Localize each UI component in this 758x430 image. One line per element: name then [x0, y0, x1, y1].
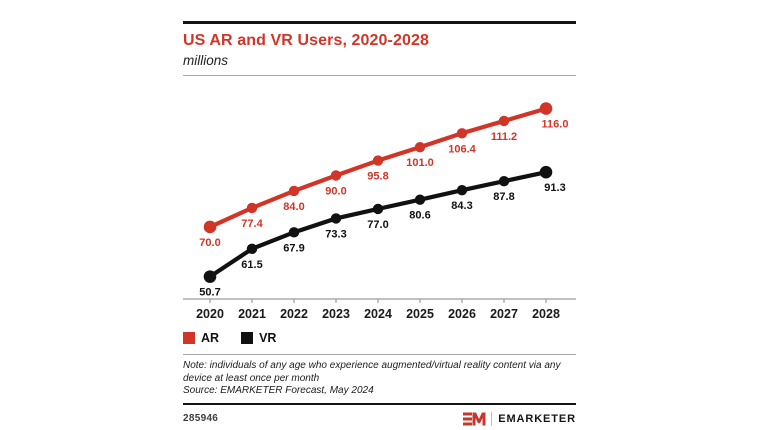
svg-text:2025: 2025	[406, 307, 434, 321]
svg-text:91.3: 91.3	[544, 183, 565, 195]
svg-text:50.7: 50.7	[199, 287, 220, 299]
svg-text:101.0: 101.0	[406, 158, 434, 170]
emarketer-logo: EMARKETER	[463, 411, 576, 426]
svg-text:77.4: 77.4	[241, 218, 263, 230]
header-divider	[183, 75, 576, 77]
svg-text:87.8: 87.8	[493, 192, 514, 204]
svg-text:67.9: 67.9	[283, 243, 304, 255]
vr-series-swatch	[241, 332, 254, 345]
chart-card: US AR and VR Users, 2020-2028 millions 2…	[183, 21, 576, 426]
svg-text:2028: 2028	[532, 307, 560, 321]
brand-name: EMARKETER	[498, 412, 576, 425]
svg-text:106.4: 106.4	[448, 144, 476, 156]
svg-text:2022: 2022	[280, 307, 308, 321]
footer: 285946 EMARKETER	[183, 411, 576, 426]
vr-series-label: VR	[259, 331, 277, 346]
svg-text:2023: 2023	[322, 307, 350, 321]
footer-divider	[183, 402, 576, 405]
svg-text:95.8: 95.8	[367, 171, 388, 183]
chart-subtitle: millions	[183, 53, 229, 69]
line-chart-canvas: 2020 2021 2022 2023 2024 2025 2026 2027 2028 70.0…	[183, 102, 576, 321]
svg-text:80.6: 80.6	[409, 210, 430, 222]
emarketer-logo-mark-icon	[463, 412, 486, 426]
svg-text:70.0: 70.0	[199, 237, 220, 249]
svg-text:2026: 2026	[448, 307, 476, 321]
footnotes: Note: individuals of any age who experie…	[183, 360, 576, 398]
legend: AR VR	[183, 331, 576, 345]
svg-text:2027: 2027	[490, 307, 518, 321]
svg-text:61.5: 61.5	[241, 259, 262, 271]
logo-divider	[491, 411, 493, 426]
line-chart: 2020 2021 2022 2023 2024 2025 2026 2027 2028 70.0…	[183, 82, 576, 329]
svg-text:2024: 2024	[364, 307, 392, 321]
legend-item-vr: VR	[241, 331, 276, 345]
ar-series-label: AR	[201, 331, 220, 346]
svg-text:111.2: 111.2	[491, 131, 517, 143]
svg-text:2020: 2020	[196, 307, 224, 321]
svg-text:77.0: 77.0	[367, 219, 388, 231]
legend-item-ar: AR	[183, 331, 219, 345]
top-divider	[183, 21, 576, 24]
legend-divider	[183, 354, 576, 356]
source-text: Source: EMARKETER Forecast, May 2024	[183, 385, 374, 397]
svg-text:84.0: 84.0	[283, 201, 304, 213]
svg-text:90.0: 90.0	[325, 186, 346, 198]
svg-text:84.3: 84.3	[451, 201, 472, 213]
svg-text:116.0: 116.0	[542, 119, 569, 131]
svg-text:2021: 2021	[238, 307, 266, 321]
chart-id: 285946	[183, 413, 219, 425]
svg-text:73.3: 73.3	[325, 229, 346, 241]
chart-title: US AR and VR Users, 2020-2028	[183, 32, 429, 49]
note-text: Note: individuals of any age who experie…	[183, 360, 561, 384]
ar-series-swatch	[183, 332, 195, 345]
